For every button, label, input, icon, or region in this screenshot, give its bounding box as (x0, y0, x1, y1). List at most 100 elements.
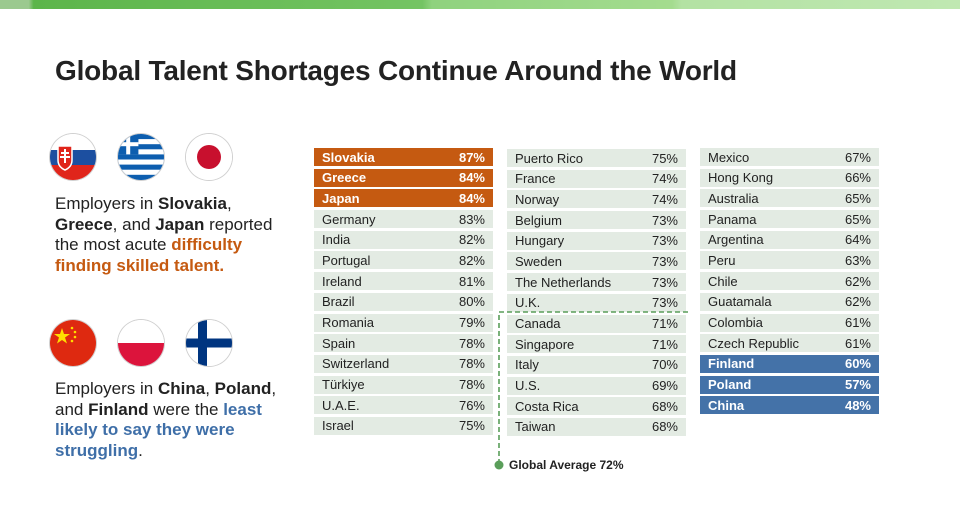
average-dot (494, 460, 504, 470)
table-row: Czech Republic 61% (700, 334, 879, 353)
blurb-text: . (138, 440, 143, 460)
table-row: U.S. 69% (507, 376, 686, 395)
country-name: Colombia (708, 315, 763, 330)
table-row: The Netherlands 73% (507, 273, 686, 292)
country-name: Peru (708, 252, 736, 268)
shortage-percent: 76% (458, 397, 485, 413)
most-acute-blurb: Employers in Slovakia, Greece, and Japan… (55, 194, 295, 276)
shortage-percent: 71% (651, 316, 678, 331)
table-row: Mexico 67% (700, 148, 879, 166)
shortage-percent: 73% (651, 295, 678, 311)
table-row: Brazil 80% (314, 292, 493, 311)
shortage-percent: 83% (458, 211, 485, 227)
country-name: Singapore (515, 336, 575, 352)
shortage-percent: 87% (458, 149, 485, 165)
blurb-text: , and (55, 379, 277, 419)
shortage-percent: 67% (844, 149, 871, 165)
shortage-percent: 48% (844, 397, 871, 413)
table-row: India 82% (314, 230, 493, 249)
greece-flag-icon (118, 134, 164, 180)
table-row: Sweden 73% (507, 252, 686, 271)
table-row: Peru 63% (700, 251, 879, 270)
table-row: France 74% (507, 169, 686, 188)
table-row: Norway 74% (507, 190, 686, 209)
country-name: Greece (322, 170, 367, 186)
blurb-text: were the (148, 399, 224, 419)
table-row: Taiwan 68% (507, 417, 686, 436)
country-name: Hong Kong (708, 170, 774, 186)
shortage-percent: 65% (844, 211, 871, 227)
slovakia-flag-icon (50, 134, 96, 180)
shortage-percent: 60% (844, 356, 871, 372)
table-row: U.A.E. 76% (314, 396, 493, 415)
country-name: Poland (708, 377, 752, 393)
shortage-percent: 70% (651, 357, 678, 373)
country-name: Slovakia (322, 149, 375, 165)
shortage-percent: 61% (844, 335, 871, 351)
finland-flag-icon (186, 320, 232, 366)
country-name: Costa Rica (515, 398, 579, 414)
country-name: China (708, 397, 745, 413)
table-row: Portugal 82% (314, 251, 493, 270)
global-average-label: Global Average 72% (509, 458, 624, 472)
poland-flag-icon (118, 320, 164, 366)
country-name: The Netherlands (515, 274, 612, 290)
shortage-percent: 63% (844, 252, 871, 268)
country-name: Spain (322, 335, 356, 351)
country-name: Mexico (708, 149, 750, 165)
blurb-highlight: difficulty finding skilled talent. (55, 235, 243, 275)
shortage-percent: 73% (651, 274, 678, 290)
table-row: U.K. 73% (507, 293, 686, 312)
shortage-percent: 81% (458, 273, 485, 289)
country-name: Portugal (322, 252, 371, 268)
blurb-text: , and (112, 214, 156, 234)
table-row: Costa Rica 68% (507, 397, 686, 416)
table-row: Singapore 71% (507, 335, 686, 354)
shortage-percent: 75% (651, 150, 678, 166)
shortage-percent: 82% (458, 232, 485, 248)
shortage-percent: 78% (458, 377, 485, 393)
table-row: Panama 65% (700, 210, 879, 229)
country-name: Guatamala (708, 294, 772, 310)
country-name: Greece (55, 214, 113, 234)
table-row: Türkiye 78% (314, 375, 493, 394)
table-row: Slovakia 87% (314, 148, 493, 166)
table-row: Guatamala 62% (700, 292, 879, 311)
table-row: Hungary 73% (507, 231, 686, 250)
shortage-percent: 62% (844, 294, 871, 310)
table-row: Ireland 81% (314, 272, 493, 291)
shortage-percent: 64% (844, 232, 871, 248)
table-row: Greece 84% (314, 168, 493, 187)
country-name: U.K. (515, 295, 541, 311)
shortage-percent: 73% (651, 253, 678, 269)
shortage-percent: 82% (458, 252, 485, 268)
country-name: Finland (708, 356, 755, 372)
table-row: Australia 65% (700, 189, 879, 208)
country-name: Chile (708, 273, 738, 289)
shortage-percent: 57% (844, 377, 871, 393)
china-flag-icon (50, 320, 96, 366)
shortage-percent: 66% (844, 170, 871, 186)
country-name: France (515, 171, 556, 187)
blurb-text: Employers in (55, 194, 158, 213)
shortage-percent: 73% (651, 233, 678, 249)
shortage-percent: 75% (458, 418, 485, 434)
country-name: U.S. (515, 378, 541, 394)
shortage-percent: 84% (458, 190, 485, 206)
ranking-column-1: Slovakia 87% Greece 84% Japan 84% Germany 83% In… (314, 148, 493, 438)
country-name: China (157, 379, 206, 398)
country-name: Norway (515, 191, 560, 207)
shortage-percent: 62% (844, 273, 871, 289)
country-name: Germany (322, 211, 376, 227)
country-name: Argentina (708, 232, 764, 248)
table-row: Belgium 73% (507, 211, 686, 230)
shortage-percent: 73% (651, 212, 678, 228)
table-row: Colombia 61% (700, 313, 879, 332)
table-row: Japan 84% (314, 189, 493, 208)
country-name: India (322, 232, 351, 248)
shortage-percent: 71% (651, 336, 678, 352)
shortage-percent: 80% (458, 294, 485, 310)
shortage-percent: 68% (651, 398, 678, 414)
country-name: Puerto Rico (515, 150, 583, 166)
shortage-percent: 74% (651, 171, 678, 187)
